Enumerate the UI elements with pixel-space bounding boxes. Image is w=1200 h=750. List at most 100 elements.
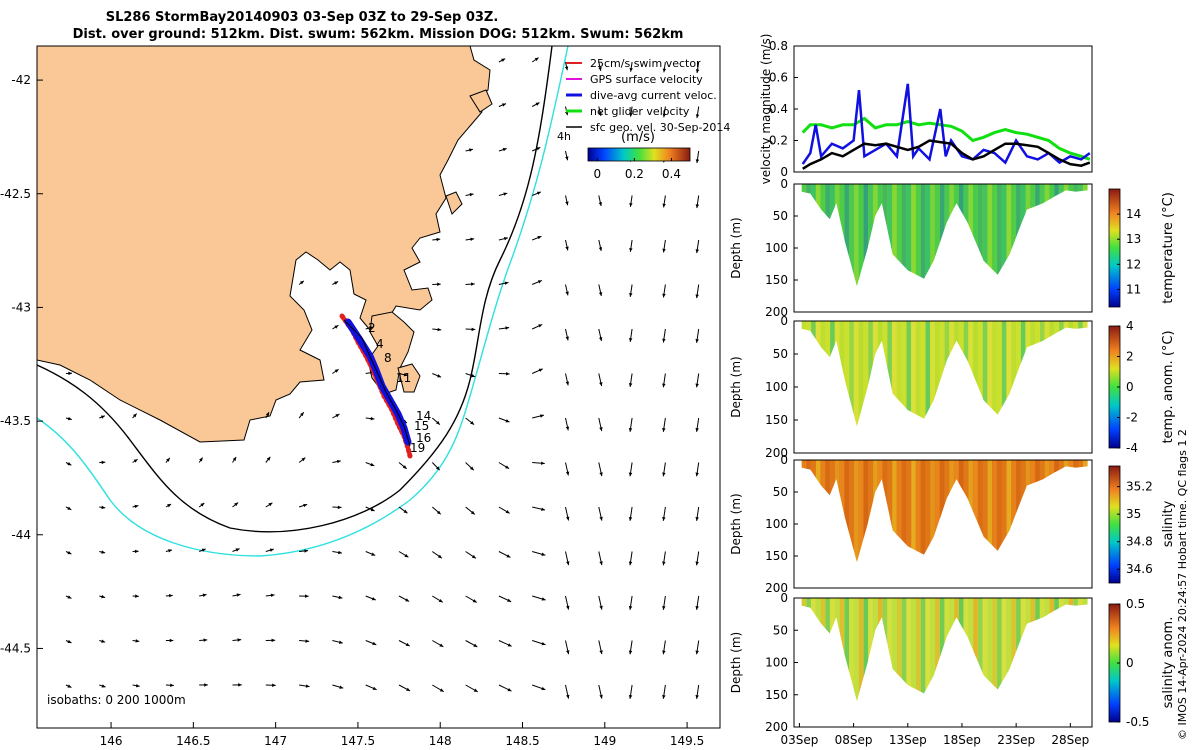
vector-arrowhead — [695, 383, 699, 388]
section-y-tick-label: 50 — [773, 347, 788, 361]
vector-arrowhead — [199, 457, 203, 462]
section-stripe — [920, 184, 926, 312]
isobath-1000m — [37, 46, 569, 557]
vector-arrowhead — [238, 683, 242, 687]
section-y-tick-label: 200 — [765, 581, 788, 595]
map-x-tick-label: 149 — [593, 734, 616, 748]
vector-arrowhead — [305, 639, 310, 643]
vector-arrowhead — [470, 237, 475, 242]
vector-arrowhead — [599, 605, 603, 610]
vector-arrowhead — [305, 684, 310, 688]
vector-arrowhead — [68, 371, 72, 376]
vector-arrowhead — [337, 505, 342, 510]
map-panel: 14 15 16 19 11 8 4 2 146 146.5 147 147.5 148… — [0, 45, 730, 748]
section-stripe — [992, 460, 997, 588]
section-stripe — [849, 321, 854, 453]
vector-arrowhead — [695, 517, 699, 521]
section-stripe — [935, 184, 940, 312]
section-stripe — [935, 321, 940, 453]
map-x-tick-label: 146 — [100, 734, 123, 748]
vector-arrowhead — [566, 694, 570, 699]
section-stripe — [982, 598, 988, 727]
section-stripe — [935, 598, 940, 727]
vector-arrowhead — [372, 686, 377, 690]
section-stripe — [925, 460, 931, 588]
vector-arrowhead — [505, 419, 510, 423]
vector-arrowhead — [439, 643, 444, 647]
vector-arrowhead — [565, 336, 569, 341]
vector-arrowhead — [695, 339, 699, 343]
vector-arrowhead — [338, 550, 342, 555]
map-x-tick-label: 147.5 — [341, 734, 375, 748]
section-colorbar — [1108, 465, 1121, 584]
vector-arrowhead — [662, 606, 666, 610]
vector-arrowhead — [200, 503, 205, 507]
vector-arrowhead — [535, 102, 540, 106]
section-colorbar-tick-label: 14 — [1126, 207, 1141, 221]
section-stripe — [978, 321, 983, 453]
vector-arrowhead — [502, 103, 507, 107]
section-stripe — [906, 598, 911, 727]
vector-arrowhead — [541, 597, 546, 601]
vector-arrowhead — [338, 640, 343, 644]
vector-arrowhead — [101, 550, 106, 554]
vector-arrowhead — [101, 684, 106, 688]
vector-arrowhead — [470, 421, 475, 425]
track-number-19: 19 — [410, 441, 425, 455]
section-y-tick-label: 0 — [780, 314, 788, 328]
vector-arrowhead — [369, 326, 374, 330]
vector-arrowhead — [439, 688, 444, 692]
vector-arrowhead — [436, 510, 441, 515]
vector-arrowhead — [662, 248, 666, 253]
section-x-tick-label: 03Sep — [780, 733, 818, 747]
vector-arrowhead — [662, 68, 667, 73]
vector-arrowhead — [628, 695, 633, 699]
vector-arrowhead — [629, 67, 633, 72]
section-stripe — [1006, 321, 1012, 453]
section-stripe — [930, 460, 935, 588]
vector-arrowhead — [662, 472, 666, 477]
vector-arrowhead — [565, 471, 570, 476]
section-y-tick-label: 150 — [765, 549, 788, 563]
track-number-15: 15 — [414, 419, 429, 433]
vector-arrowhead — [541, 686, 546, 691]
section-stripe — [854, 184, 859, 312]
section-stripe — [987, 460, 993, 588]
vector-arrowhead — [599, 694, 603, 699]
vector-arrowhead — [266, 456, 271, 461]
section-stripe — [892, 598, 897, 727]
vector-arrowhead — [629, 247, 633, 252]
velocity-y-ticks: 0 0.2 0.4 0.6 0.8 — [769, 39, 798, 179]
section-mask — [794, 598, 1092, 727]
net-velocity-series — [801, 116, 1091, 161]
vector-arrowhead — [370, 507, 375, 512]
section-y-tick-label: 200 — [765, 720, 788, 734]
section-y-tick-label: 100 — [765, 241, 788, 255]
section-stripe — [849, 184, 854, 312]
vector-arrowhead — [169, 638, 174, 643]
vector-arrowhead — [628, 561, 633, 566]
legend-sfc-geo: sfc geo. vel. 30-Sep-2014 — [590, 121, 730, 134]
vector-arrowhead — [370, 416, 375, 421]
vector-arrowhead — [303, 503, 308, 508]
section-stripe — [901, 184, 907, 312]
vector-arrowhead — [436, 237, 441, 242]
section-stripe — [844, 184, 849, 312]
velocity-panel: 0 0.2 0.4 0.6 0.8 velocity magnitude (m/s) — [759, 34, 1093, 184]
vector-arrowhead — [403, 509, 408, 514]
vector-arrowhead — [695, 114, 700, 119]
vector-arrowhead — [338, 595, 343, 600]
land-tasmania — [37, 46, 491, 443]
section-ylabel: Depth (m) — [729, 632, 743, 693]
vector-arrowhead — [300, 412, 304, 417]
map-y-ticks: -42 -42.5 -43 -43.5 -44 -44.5 — [0, 73, 43, 655]
vector-arrowhead — [370, 462, 375, 467]
section-colorbar-tick-label: 35.2 — [1126, 480, 1153, 494]
map-x-tick-label: 147 — [264, 734, 287, 748]
map-colorbar-label: (m/s) — [621, 130, 655, 145]
section-y-tick-label: 0 — [780, 591, 788, 605]
vector-arrowhead — [101, 505, 106, 510]
section-data — [794, 460, 1092, 588]
section-y-tick-label: 50 — [773, 623, 788, 637]
vector-arrowhead — [336, 459, 341, 464]
